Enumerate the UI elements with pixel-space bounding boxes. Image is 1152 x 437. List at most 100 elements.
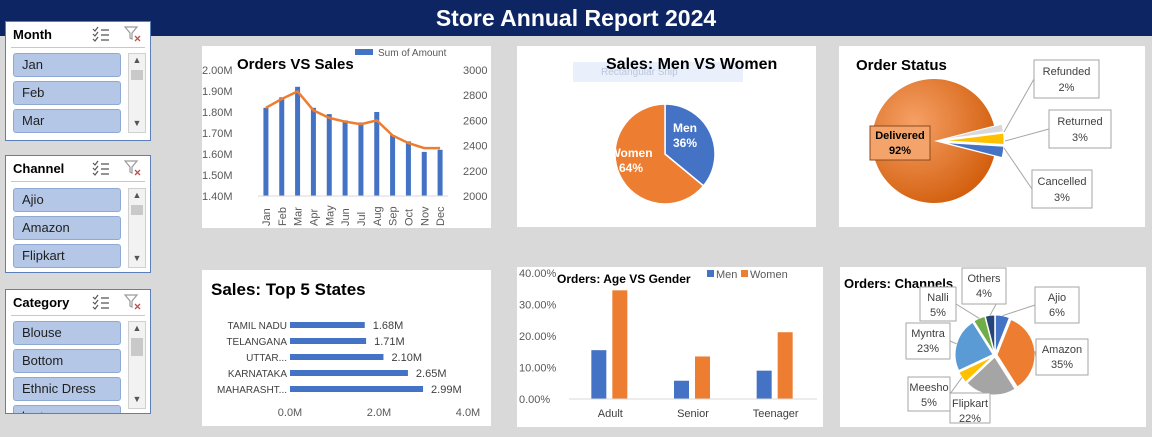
slicer-scrollbar[interactable]: ▲ ▼ bbox=[128, 321, 146, 409]
chart-title: Sales: Top 5 States bbox=[211, 280, 366, 299]
report-title: Store Annual Report 2024 bbox=[0, 0, 1152, 36]
orders-vs-sales-chart[interactable]: Orders VS Sales Sum of Amount 2.00M 1.90M 1.… bbox=[202, 46, 491, 228]
bar-dec bbox=[437, 149, 443, 196]
x-tick-label: Mar bbox=[293, 207, 305, 226]
slicer-item-flipkart[interactable]: Flipkart bbox=[13, 244, 121, 268]
slicer-title: Category bbox=[13, 295, 70, 310]
callout-label: Amazon bbox=[1042, 344, 1082, 356]
y-tick-label: MAHARASHT... bbox=[217, 385, 287, 396]
y2-tick-label: 2400 bbox=[463, 141, 487, 153]
scroll-thumb[interactable] bbox=[131, 70, 143, 80]
bar-telangana bbox=[290, 338, 367, 344]
slicer-item-ethnic-dress[interactable]: Ethnic Dress bbox=[13, 377, 121, 401]
pie-slice-amazon bbox=[996, 318, 1036, 388]
chevron-up-icon[interactable]: ▲ bbox=[132, 190, 142, 200]
chevron-up-icon[interactable]: ▲ bbox=[132, 323, 142, 333]
slicer-scrollbar[interactable]: ▲ ▼ bbox=[128, 188, 146, 268]
bar-apr bbox=[310, 107, 316, 196]
pie-slice-women bbox=[614, 103, 705, 205]
callout-value: 5% bbox=[930, 307, 946, 319]
slicer-item-blouse[interactable]: Blouse bbox=[13, 321, 121, 345]
category-slicer[interactable]: Category Blouse Bottom Ethnic Dress kurt… bbox=[5, 289, 151, 414]
slicer-header: Category bbox=[11, 290, 145, 316]
pie-slice-men bbox=[664, 103, 716, 187]
y-tick-label: KARNATAKA bbox=[228, 369, 287, 380]
legend-swatch-men bbox=[707, 270, 714, 277]
y-tick-label: 20.00% bbox=[519, 331, 557, 343]
callout-value: 5% bbox=[921, 397, 937, 409]
slicer-item-kurta[interactable]: kurta bbox=[13, 405, 121, 413]
callout-box bbox=[1035, 338, 1089, 376]
men-vs-women-chart[interactable]: Rectangular Snip Sales: Men VS Women Men 36… bbox=[517, 46, 816, 227]
x-tick-label: Jan bbox=[261, 208, 273, 226]
month-slicer[interactable]: Month Jan Feb Mar ▲ ▼ bbox=[5, 21, 151, 141]
callout-label: Others bbox=[967, 273, 1001, 285]
clear-filter-icon[interactable] bbox=[123, 25, 143, 43]
data-label: 1.71M bbox=[374, 336, 405, 348]
data-label: 1.68M bbox=[373, 320, 404, 332]
callout-label: Refunded bbox=[1043, 66, 1091, 78]
callout-label: Cancelled bbox=[1038, 176, 1087, 188]
age-vs-gender-chart[interactable]: 40.00% 30.00% 20.00% 10.00% 0.00% Orders: Age… bbox=[517, 267, 823, 427]
y-tick-label: 40.00% bbox=[519, 268, 557, 280]
pie-slice-refunded bbox=[943, 123, 1004, 140]
leader-line bbox=[1002, 304, 1036, 317]
x-tick-label: 0.0M bbox=[278, 407, 302, 419]
x-tick-label: Jul bbox=[356, 212, 368, 226]
line-series bbox=[265, 89, 441, 150]
data-label: 2.10M bbox=[391, 352, 422, 364]
scroll-thumb[interactable] bbox=[131, 205, 143, 215]
multi-select-icon[interactable] bbox=[91, 293, 111, 311]
slicer-item-mar[interactable]: Mar bbox=[13, 109, 121, 133]
channel-slicer[interactable]: Channel Ajio Amazon Flipkart ▲ ▼ bbox=[5, 155, 151, 273]
data-label: 2.65M bbox=[416, 368, 447, 380]
multi-select-icon[interactable] bbox=[91, 25, 111, 43]
callout-value: 35% bbox=[1051, 359, 1073, 371]
clear-filter-icon[interactable] bbox=[123, 293, 143, 311]
bar-karnataka bbox=[290, 370, 408, 376]
slicer-item-amazon[interactable]: Amazon bbox=[13, 216, 121, 240]
order-status-chart[interactable]: Order Status Delivered 92% Refunded 2% Return… bbox=[839, 46, 1145, 227]
bar-maharasht bbox=[290, 386, 424, 392]
slicer-item-jan[interactable]: Jan bbox=[13, 53, 121, 77]
bar-adult-women bbox=[612, 290, 628, 399]
callout-label: Flipkart bbox=[952, 398, 988, 410]
bar-mar bbox=[295, 86, 301, 196]
callout-value: 23% bbox=[917, 343, 939, 355]
chevron-down-icon[interactable]: ▼ bbox=[132, 118, 142, 128]
slicer-scrollbar[interactable]: ▲ ▼ bbox=[128, 53, 146, 133]
bar-nov bbox=[421, 151, 427, 196]
slice-label: Delivered bbox=[875, 130, 925, 142]
slicer-item-feb[interactable]: Feb bbox=[13, 81, 121, 105]
bar-jan bbox=[263, 107, 269, 196]
snip-label: Rectangular Snip bbox=[601, 67, 678, 78]
bar-tamil-nadu bbox=[290, 322, 365, 328]
pie-slice-delivered bbox=[872, 79, 995, 204]
slice-value: 92% bbox=[889, 145, 911, 157]
multi-select-icon[interactable] bbox=[91, 159, 111, 177]
chevron-up-icon[interactable]: ▲ bbox=[132, 55, 142, 65]
leader-line bbox=[1003, 78, 1035, 133]
chevron-down-icon[interactable]: ▼ bbox=[132, 253, 142, 263]
callout-label: Returned bbox=[1057, 116, 1102, 128]
y2-tick-label: 3000 bbox=[463, 65, 487, 77]
y-tick-label: 30.00% bbox=[519, 300, 557, 312]
scroll-thumb[interactable] bbox=[131, 338, 143, 356]
legend-label: Sum of Amount bbox=[378, 48, 447, 59]
clear-filter-icon[interactable] bbox=[123, 159, 143, 177]
y-tick-label: TELANGANA bbox=[226, 337, 287, 348]
channels-chart[interactable]: Orders: Channels Ajio 6% Amazon 35% Flipkart 2… bbox=[840, 267, 1146, 427]
slicer-item-ajio[interactable]: Ajio bbox=[13, 188, 121, 212]
chart-title: Orders VS Sales bbox=[237, 56, 354, 73]
callout-value: 2% bbox=[1059, 82, 1075, 94]
chevron-down-icon[interactable]: ▼ bbox=[132, 394, 142, 404]
y2-tick-label: 2200 bbox=[463, 166, 487, 178]
top-states-chart[interactable]: Sales: Top 5 States TAMIL NADU 1.68M TELANG… bbox=[202, 270, 491, 426]
bar-teenager-men bbox=[756, 370, 772, 399]
order-status-svg: Order Status Delivered 92% Refunded 2% Return… bbox=[856, 57, 1112, 209]
slicer-item-bottom[interactable]: Bottom bbox=[13, 349, 121, 373]
age-vs-gender-svg: 40.00% 30.00% 20.00% 10.00% 0.00% Orders: Age… bbox=[519, 268, 817, 420]
bar-sep bbox=[390, 135, 396, 196]
x-tick-label: Teenager bbox=[753, 408, 799, 420]
bar-adult-men bbox=[591, 350, 607, 399]
